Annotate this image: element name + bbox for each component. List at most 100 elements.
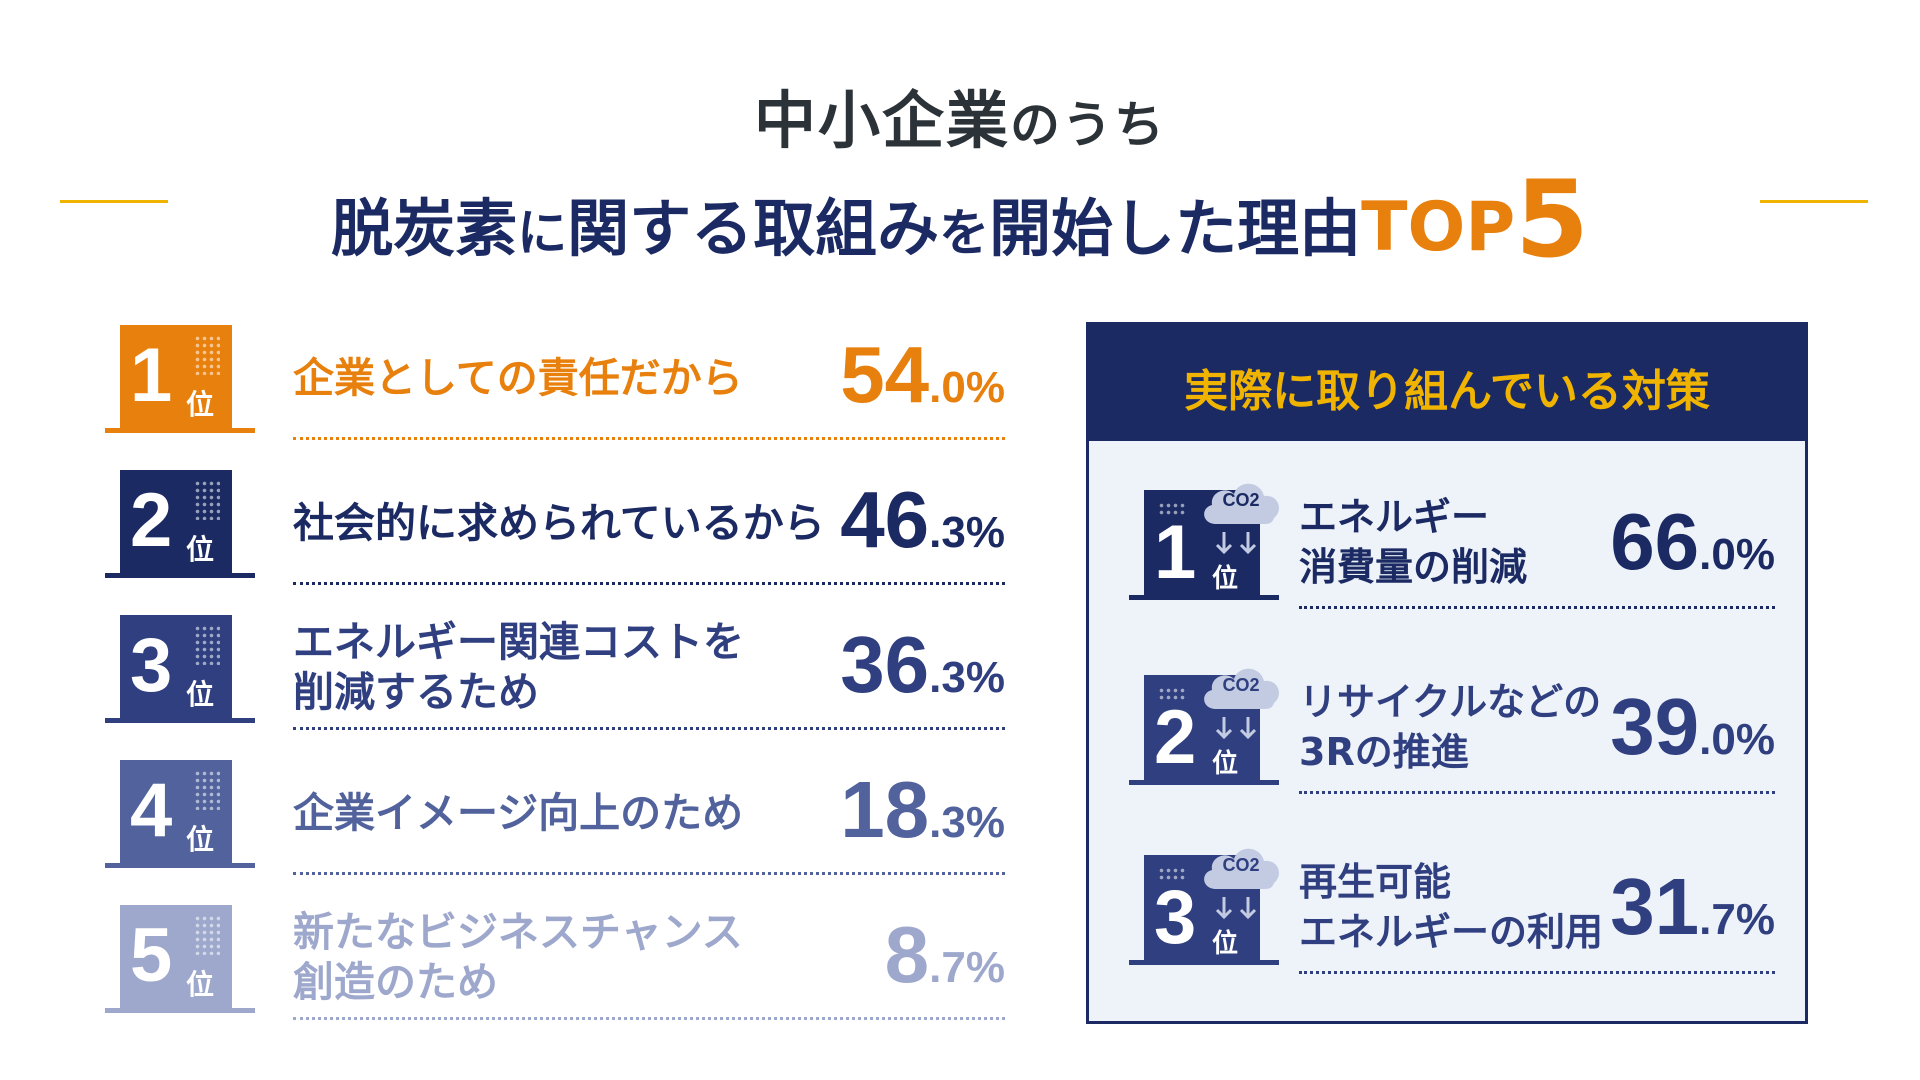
dot-pattern-icon bbox=[194, 335, 220, 375]
ranking-value: 36.3% bbox=[840, 619, 1005, 711]
ranking-label-line: 企業イメージ向上のため bbox=[293, 789, 744, 837]
measure-rank-badge: CO2 3 位 bbox=[1144, 848, 1279, 960]
ranking-value: 8.7% bbox=[885, 909, 1005, 1001]
measures-panel-header: 実際に取り組んでいる対策 bbox=[1089, 325, 1805, 441]
measure-value-integer: 66 bbox=[1610, 497, 1700, 586]
rank-suffix: 位 bbox=[1212, 749, 1239, 779]
measure-label-line: 3Rの推進 bbox=[1299, 730, 1469, 774]
ranking-value-integer: 54 bbox=[840, 330, 930, 419]
title-segment: 取組み bbox=[753, 192, 940, 265]
dot-pattern-icon bbox=[1158, 687, 1186, 701]
title-segment: に bbox=[517, 204, 568, 262]
ranking-value-integer: 18 bbox=[840, 765, 930, 854]
rank-number: 3 bbox=[130, 623, 173, 708]
dot-pattern-icon bbox=[1158, 867, 1186, 881]
co2-label: CO2 bbox=[1222, 855, 1260, 875]
ranking-label-line: 新たなビジネスチャンス bbox=[293, 908, 743, 956]
dot-pattern-icon bbox=[194, 625, 220, 665]
measure-label-line: エネルギー bbox=[1299, 495, 1490, 539]
ranking-value-decimal: .7% bbox=[929, 943, 1005, 992]
ranking-value-integer: 46 bbox=[840, 475, 930, 564]
measure-value-decimal: .7% bbox=[1699, 895, 1775, 944]
ranking-value-decimal: .0% bbox=[929, 363, 1005, 412]
measure-row: CO2 1 位 エネルギー消費量の削減 66.0% bbox=[1129, 483, 1775, 620]
measure-label-line: エネルギーの利用 bbox=[1299, 910, 1604, 954]
rank-badge-base bbox=[105, 718, 255, 723]
ranking-row: 5 位新たなビジネスチャンス 創造のため 8.7% bbox=[105, 905, 1005, 1025]
ranking-dotted-divider bbox=[293, 437, 1005, 440]
co2-cloud-icon: CO2 bbox=[1198, 474, 1284, 530]
chart-title-line1: 中小企業のうち bbox=[0, 70, 1920, 160]
chart-title-line2-row: 脱炭素に関する取組みを開始した理由TOP5 bbox=[0, 148, 1920, 281]
ranking-label-line: エネルギー関連コストを bbox=[293, 618, 744, 666]
ranking-label: 企業イメージ向上のため bbox=[293, 788, 743, 838]
rank-suffix: 位 bbox=[186, 823, 215, 856]
rank-number: 5 bbox=[130, 913, 173, 998]
ranking-dotted-divider bbox=[293, 1017, 1005, 1020]
measure-label: エネルギー消費量の削減 bbox=[1299, 492, 1527, 592]
rank-suffix: 位 bbox=[1212, 564, 1239, 594]
ranking-value: 18.3% bbox=[840, 764, 1005, 856]
down-arrows-icon bbox=[1214, 715, 1260, 741]
measure-value: 39.0% bbox=[1610, 681, 1775, 773]
chart-title-line2: 脱炭素に関する取組みを開始した理由TOP5 bbox=[200, 158, 1720, 281]
measure-label: 再生可能 エネルギーの利用 bbox=[1299, 857, 1603, 957]
down-arrows-icon bbox=[1214, 530, 1260, 556]
rank-number: 4 bbox=[130, 768, 173, 853]
title-main: 中小企業 bbox=[753, 84, 1010, 157]
measure-badge-base bbox=[1129, 595, 1279, 600]
title-segment: 開始した理由 bbox=[989, 192, 1362, 265]
ranking-value-decimal: .3% bbox=[929, 798, 1005, 847]
measure-label-line: リサイクルなどの bbox=[1299, 680, 1602, 724]
measure-rank-badge: CO2 1 位 bbox=[1144, 483, 1279, 595]
ranking-label-line: 社会的に求められているから bbox=[293, 499, 825, 547]
ranking-label: 社会的に求められているから bbox=[293, 498, 825, 548]
title-suffix: のうち bbox=[1010, 96, 1166, 154]
measure-value-decimal: .0% bbox=[1699, 530, 1775, 579]
ranking-label: 新たなビジネスチャンス 創造のため bbox=[293, 907, 743, 1007]
measures-panel: 実際に取り組んでいる対策 CO2 1 位エネルギー 消費量の削減 66.0% CO2 2 位リ… bbox=[1086, 322, 1808, 1024]
ranking-value-decimal: .3% bbox=[929, 508, 1005, 557]
measure-badge-base bbox=[1129, 960, 1279, 965]
ranking-value: 54.0% bbox=[840, 329, 1005, 421]
rank-suffix: 位 bbox=[186, 678, 215, 711]
measure-badge-base bbox=[1129, 780, 1279, 785]
measure-label: リサイクルなどの 3Rの推進 bbox=[1299, 677, 1601, 777]
measure-value: 66.0% bbox=[1610, 496, 1775, 588]
measure-value-integer: 31 bbox=[1610, 862, 1700, 951]
ranking-label-line: 削減するため bbox=[293, 668, 539, 716]
measure-value-integer: 39 bbox=[1610, 682, 1700, 771]
rank-badge-base bbox=[105, 863, 255, 868]
ranking-label-line: 創造のため bbox=[293, 958, 498, 1006]
co2-cloud-icon: CO2 bbox=[1198, 839, 1284, 895]
ranking-value-decimal: .3% bbox=[929, 653, 1005, 702]
measure-dotted-divider bbox=[1299, 791, 1775, 794]
co2-label: CO2 bbox=[1222, 490, 1260, 510]
ranking-value: 46.3% bbox=[840, 474, 1005, 566]
ranking-row: 4 位 企業イメージ向上のため 18.3% bbox=[105, 760, 1005, 880]
measure-dotted-divider bbox=[1299, 971, 1775, 974]
ranking-row: 3 位エネルギー関連コストを 削減するため 36.3% bbox=[105, 615, 1005, 735]
title-decor-line-right bbox=[1760, 200, 1868, 203]
ranking-value-integer: 8 bbox=[884, 910, 930, 999]
rank-badge-base bbox=[105, 1008, 255, 1013]
co2-cloud-icon: CO2 bbox=[1198, 659, 1284, 715]
measure-label-line: 消費量の削減 bbox=[1299, 545, 1528, 589]
rank-number: 2 bbox=[1154, 695, 1197, 780]
ranking-label-line: 企業としての責任だから bbox=[293, 354, 743, 402]
ranking-label: エネルギー関連コストを 削減するため bbox=[293, 617, 744, 717]
ranking-row: 2 位 社会的に求められているから 46.3% bbox=[105, 470, 1005, 590]
rank-suffix: 位 bbox=[1212, 929, 1239, 959]
measures-panel-title: 実際に取り組んでいる対策 bbox=[1184, 366, 1710, 417]
rank-number: 3 bbox=[1154, 875, 1197, 960]
ranking-value-integer: 36 bbox=[840, 620, 930, 709]
ranking-dotted-divider bbox=[293, 582, 1005, 585]
measure-value: 31.7% bbox=[1610, 861, 1775, 953]
ranking-row: 1 位 企業としての責任だから 54.0% bbox=[105, 325, 1005, 445]
dot-pattern-icon bbox=[194, 915, 220, 955]
dot-pattern-icon bbox=[194, 480, 220, 520]
